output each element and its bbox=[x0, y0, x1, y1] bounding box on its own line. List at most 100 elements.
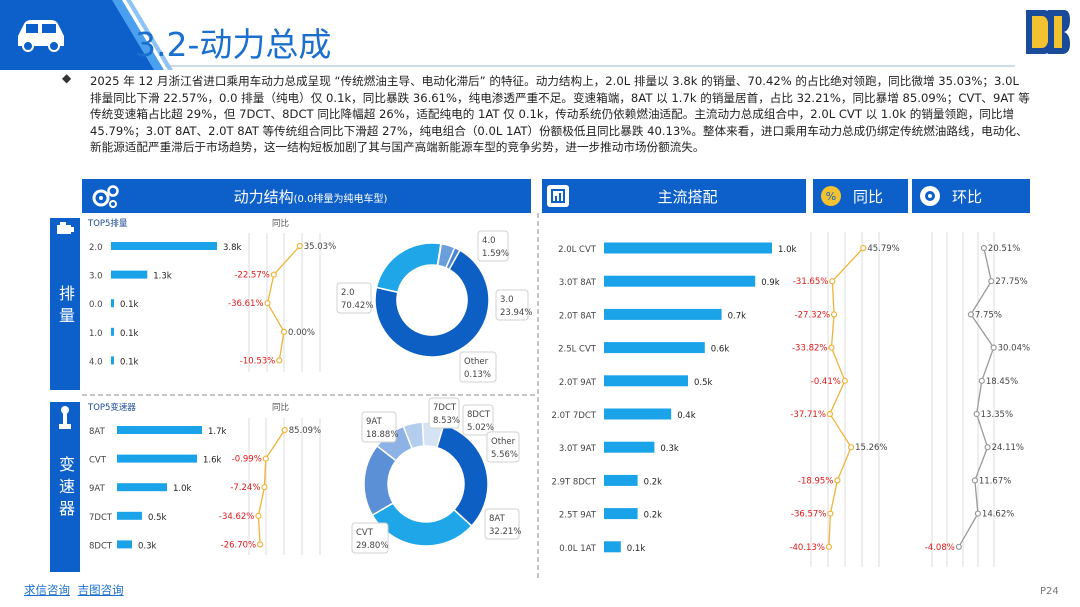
bar bbox=[117, 426, 202, 434]
data-label: 0.4k bbox=[677, 411, 696, 421]
data-label: 0.5k bbox=[694, 378, 713, 388]
bar bbox=[117, 540, 132, 549]
point bbox=[826, 410, 834, 418]
bar bbox=[604, 275, 756, 287]
data-label: 24.11% bbox=[992, 443, 1024, 453]
slice-pct: 5.02% bbox=[467, 423, 494, 433]
bar bbox=[604, 375, 688, 387]
point bbox=[255, 512, 262, 519]
category-label: 2.5L CVT bbox=[558, 345, 597, 355]
category-label: 3.0 bbox=[89, 272, 103, 282]
bar bbox=[117, 511, 142, 520]
percent-icon: % bbox=[821, 186, 841, 206]
gear-shift-icon bbox=[59, 406, 71, 429]
label-box bbox=[459, 351, 497, 383]
data-label: -33.82% bbox=[792, 344, 827, 354]
point bbox=[827, 510, 834, 517]
data-label: 0.5k bbox=[148, 513, 167, 523]
point bbox=[280, 328, 288, 335]
data-label: 1.0k bbox=[778, 245, 797, 255]
gear-shift-icon-box bbox=[50, 402, 80, 436]
data-label: 0.6k bbox=[711, 345, 730, 355]
slice-pct: 0.13% bbox=[464, 370, 491, 380]
bar bbox=[117, 483, 167, 492]
data-label: -36.61% bbox=[228, 299, 263, 309]
category-label: 1.0 bbox=[89, 329, 103, 339]
category-label: 2.5T 9AT bbox=[559, 511, 597, 521]
bar bbox=[111, 299, 114, 308]
point bbox=[967, 311, 975, 318]
slice-pct: 70.42% bbox=[341, 301, 373, 311]
point bbox=[973, 410, 980, 418]
point bbox=[830, 311, 838, 318]
bar bbox=[604, 408, 672, 420]
category-label: 3.0T 9AT bbox=[559, 444, 597, 454]
category-label: 2.9T 8DCT bbox=[552, 477, 597, 487]
slice-label: 7DCT bbox=[433, 403, 457, 413]
point bbox=[990, 344, 997, 351]
bar bbox=[604, 242, 772, 254]
data-label: -10.53% bbox=[240, 356, 275, 366]
category-label: 8AT bbox=[89, 427, 106, 437]
data-label: -36.57% bbox=[791, 510, 826, 520]
slice-pct: 32.21% bbox=[489, 527, 521, 537]
summary-paragraph: 2025 年 12 月浙江省进口乘用车动力总成呈现 “传统燃油主导、电动化滞后”… bbox=[90, 74, 1030, 154]
slice-label: Other bbox=[491, 437, 516, 447]
point bbox=[974, 510, 982, 517]
point bbox=[270, 271, 277, 278]
data-label: 27.75% bbox=[995, 277, 1027, 287]
slice-pct: 1.59% bbox=[482, 249, 509, 259]
combo-header: 主流搭配 bbox=[542, 179, 806, 213]
bar bbox=[604, 441, 655, 453]
data-label: -22.57% bbox=[234, 271, 269, 281]
car-icon bbox=[18, 20, 64, 52]
combo-title: 主流搭配 bbox=[657, 187, 718, 206]
point bbox=[834, 477, 841, 484]
data-label: 0.3k bbox=[660, 444, 679, 454]
bar bbox=[604, 308, 722, 320]
bullet-icon: ◆ bbox=[62, 71, 72, 85]
category-label: 2.0T 7DCT bbox=[552, 411, 597, 421]
label-box bbox=[484, 508, 520, 540]
data-label: 0.3k bbox=[138, 541, 157, 551]
trans-side-label: 变速器 bbox=[50, 436, 80, 572]
mom-header: 环比 bbox=[912, 179, 1030, 213]
footer-link-2[interactable]: 吉图咨询 bbox=[77, 583, 124, 597]
data-label: 1.3k bbox=[153, 272, 172, 282]
data-label: 18.45% bbox=[986, 377, 1018, 387]
data-label: -34.62% bbox=[219, 512, 254, 522]
data-label: 11.67% bbox=[979, 476, 1011, 486]
slice-label: 8DCT bbox=[467, 410, 491, 420]
point bbox=[825, 543, 833, 550]
header-banner bbox=[0, 0, 1015, 70]
data-label: -37.71% bbox=[790, 410, 825, 420]
label-box bbox=[428, 397, 460, 429]
category-label: 0.0L 1AT bbox=[559, 544, 597, 554]
power-structure-title: 动力结构 bbox=[233, 187, 294, 206]
slice-pct: 8.53% bbox=[433, 416, 460, 426]
footer-link-1[interactable]: 求信咨询 bbox=[24, 583, 70, 597]
slice-pct: 29.80% bbox=[356, 541, 388, 551]
engine-icon-box bbox=[50, 218, 80, 240]
mom-title: 环比 bbox=[952, 187, 983, 206]
slice-label: Other bbox=[464, 357, 489, 367]
data-label: 3.8k bbox=[223, 243, 242, 253]
slice-label: 4.0 bbox=[482, 236, 496, 246]
page-title: 3.2-动力总成 bbox=[135, 25, 332, 64]
data-label: 0.1k bbox=[120, 329, 139, 339]
point bbox=[828, 344, 835, 351]
point bbox=[978, 377, 985, 384]
data-label: -7.24% bbox=[230, 483, 260, 493]
data-label: -31.65% bbox=[793, 277, 828, 287]
footer-links: 求信咨询 吉图咨询 bbox=[24, 582, 124, 598]
label-box bbox=[462, 404, 494, 436]
disp-side-label: 排量 bbox=[50, 240, 80, 390]
data-label: 14.62% bbox=[982, 510, 1014, 520]
page-number: P24 bbox=[1040, 586, 1059, 597]
data-label: -4.08% bbox=[925, 543, 955, 553]
category-label: 4.0 bbox=[89, 357, 103, 367]
data-label: 85.09% bbox=[289, 426, 321, 436]
bar bbox=[604, 342, 705, 354]
label-box bbox=[361, 411, 397, 443]
point bbox=[261, 484, 268, 491]
